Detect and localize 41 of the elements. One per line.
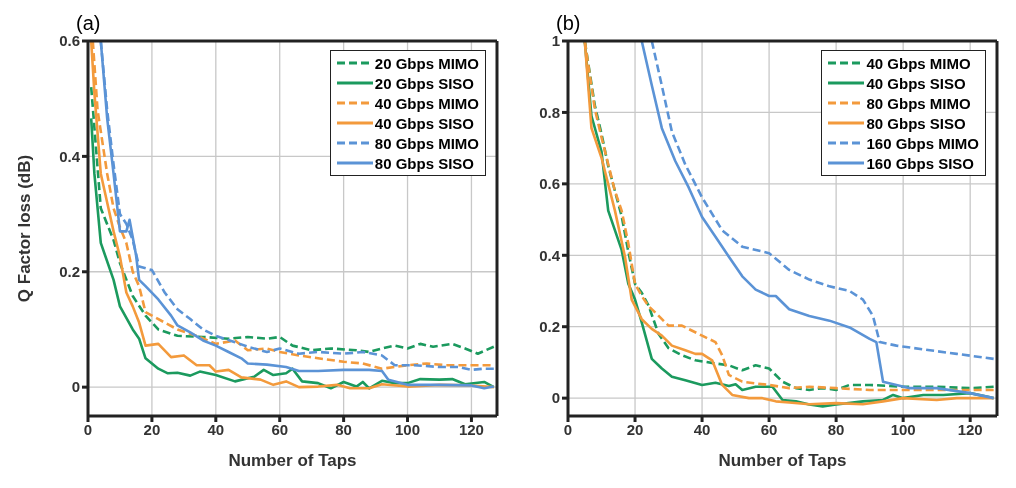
x-tick-label: 100 [395,420,421,438]
x-tick-label: 100 [890,420,916,438]
y-tick-label: 0.2 [59,263,80,281]
x-axis-title: Number of Taps [718,451,847,470]
x-tick-label: 60 [760,420,778,438]
y-tick-label: 0 [71,378,80,396]
x-tick-label: 120 [458,420,484,438]
y-tick-label: 0.6 [539,175,560,193]
x-axis-title: Number of Taps [228,451,357,470]
y-tick-label: 0.8 [539,103,560,121]
chart-title: (a) [76,12,101,35]
x-tick-label: 80 [827,420,845,438]
y-tick-label: 0.4 [539,246,561,264]
y-tick-label: 0.4 [59,147,81,165]
y-tick-label: 0 [551,389,560,407]
x-tick-label: 40 [693,420,711,438]
legend-label: 40 Gbps SISO [866,74,966,92]
x-tick-label: 120 [957,420,983,438]
x-tick-label: 0 [563,420,573,438]
x-tick-label: 20 [143,420,161,438]
legend-label: 160 Gbps SISO [866,154,975,172]
x-tick-label: 20 [626,420,644,438]
y-tick-label: 0.6 [59,32,80,50]
legend-label: 40 Gbps SISO [374,114,475,132]
legend-label: 80 Gbps MIMO [374,134,479,152]
legend-label: 80 Gbps SISO [374,154,475,172]
legend-label: 160 Gbps MIMO [866,134,979,152]
legend-label: 80 Gbps MIMO [866,94,971,112]
y-tick-label: 0.2 [539,318,560,336]
y-tick-label: 1 [551,32,560,50]
legend-label: 80 Gbps SISO [866,114,966,132]
x-tick-label: 40 [207,420,225,438]
x-tick-label: 60 [271,420,289,438]
y-axis-title: Q Factor loss (dB) [15,154,35,303]
chart-title: (b) [556,12,581,35]
x-tick-label: 0 [83,420,93,438]
x-tick-label: 80 [335,420,352,438]
legend-label: 20 Gbps MIMO [374,54,479,72]
legend-label: 40 Gbps MIMO [374,94,479,112]
legend-label: 40 Gbps MIMO [866,54,971,72]
legend-label: 20 Gbps SISO [374,74,475,92]
